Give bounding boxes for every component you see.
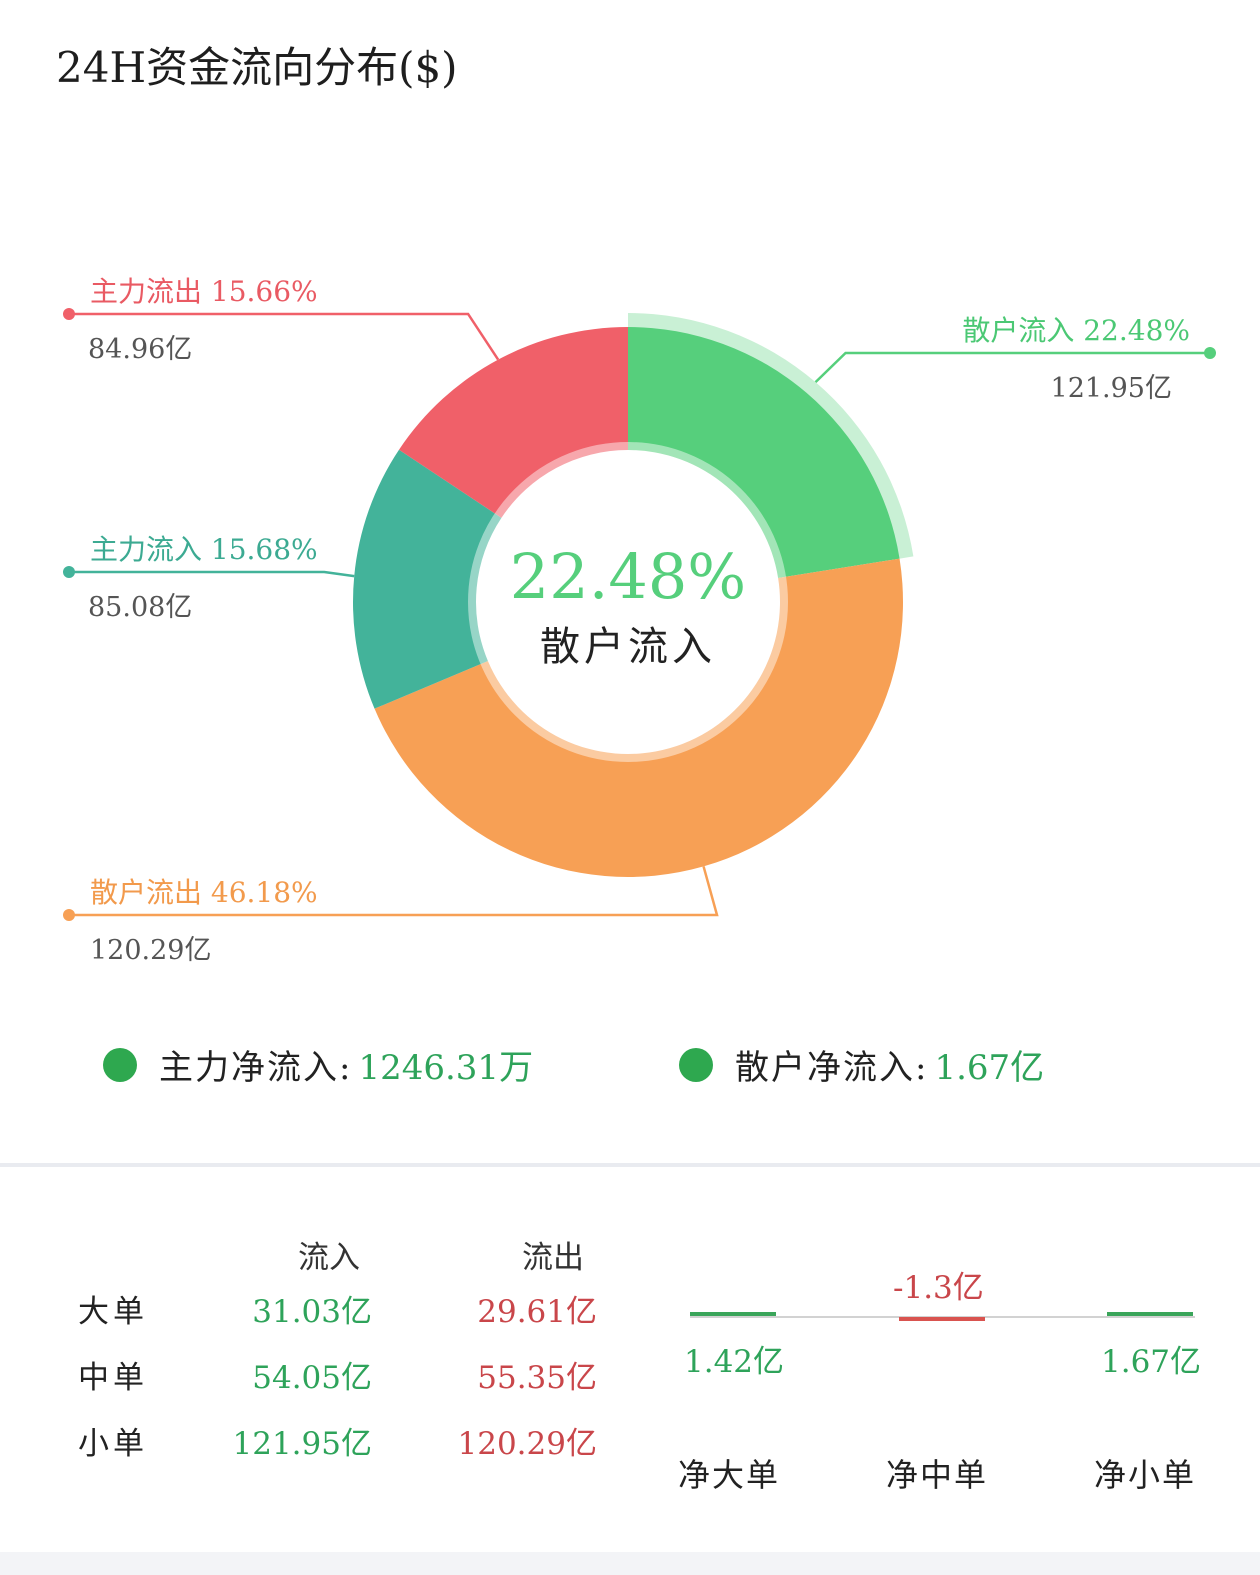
main-net-inflow-value: 1246.31万	[358, 1048, 534, 1088]
leader-line-1	[69, 866, 719, 917]
leader-dot-2	[63, 566, 75, 578]
retail-net-inflow-value: 1.67亿	[934, 1048, 1045, 1088]
large-inflow: 31.03亿	[252, 1294, 372, 1330]
donut-hole	[482, 456, 774, 748]
main-net-inflow-dot	[103, 1047, 137, 1082]
net-medium-bar	[899, 1317, 985, 1321]
slice-label-0: 散户流入 22.48%	[962, 314, 1190, 347]
highlight-ring	[628, 313, 914, 559]
bottom-band	[0, 1552, 1260, 1575]
leader-line-2	[69, 570, 355, 578]
slice-amount-3: 84.96亿	[88, 334, 192, 365]
net-small-label: 净小单	[1094, 1456, 1197, 1494]
row-label-small: 小单	[78, 1426, 148, 1462]
header-outflow: 流出	[522, 1240, 584, 1276]
net-large-bar	[690, 1312, 776, 1316]
slice-amount-1: 120.29亿	[90, 935, 211, 966]
net-medium-value: -1.3亿	[893, 1270, 984, 1306]
leader-dot-3	[63, 308, 75, 320]
retail-net-inflow: 散户净流入: 1.67亿	[679, 1040, 1044, 1089]
row-label-medium: 中单	[78, 1360, 148, 1396]
medium-inflow: 54.05亿	[252, 1360, 372, 1396]
page-title: 24H资金流向分布($)	[56, 43, 458, 92]
inner-glow-ring	[468, 442, 788, 762]
medium-outflow: 55.35亿	[477, 1360, 597, 1396]
slice-0	[628, 327, 900, 579]
net-large-label: 净大单	[678, 1456, 781, 1494]
slice-label-2: 主力流入 15.68%	[90, 533, 318, 566]
row-label-large: 大单	[78, 1294, 148, 1330]
small-outflow: 120.29亿	[457, 1426, 597, 1462]
slice-3	[399, 327, 628, 518]
net-medium-label: 净中单	[886, 1456, 989, 1494]
header-inflow: 流入	[298, 1240, 360, 1276]
section-divider	[0, 1163, 1260, 1167]
net-small-bar	[1107, 1312, 1193, 1316]
slice-label-1: 散户流出 46.18%	[90, 876, 318, 909]
center-label: 散户流入	[540, 624, 716, 670]
retail-net-inflow-dot	[679, 1047, 713, 1082]
net-large-value: 1.42亿	[684, 1344, 785, 1380]
slice-amount-0: 121.95亿	[1051, 373, 1172, 404]
leader-line-0	[814, 351, 1210, 384]
leader-dot-0	[1204, 347, 1216, 359]
main-net-inflow: 主力净流入: 1246.31万	[103, 1040, 533, 1089]
slice-1	[374, 558, 903, 877]
slice-label-3: 主力流出 15.66%	[90, 275, 318, 308]
small-inflow: 121.95亿	[232, 1426, 372, 1462]
retail-net-inflow-label: 散户净流入:	[735, 1048, 929, 1088]
slice-amount-2: 85.08亿	[88, 592, 192, 623]
slice-2	[352, 449, 502, 709]
large-outflow: 29.61亿	[477, 1294, 597, 1330]
leader-dot-1	[63, 909, 75, 921]
net-small-value: 1.67亿	[1101, 1344, 1202, 1380]
main-net-inflow-label: 主力净流入:	[159, 1048, 353, 1088]
leader-line-3	[69, 312, 500, 361]
center-value: 22.48%	[510, 540, 746, 613]
